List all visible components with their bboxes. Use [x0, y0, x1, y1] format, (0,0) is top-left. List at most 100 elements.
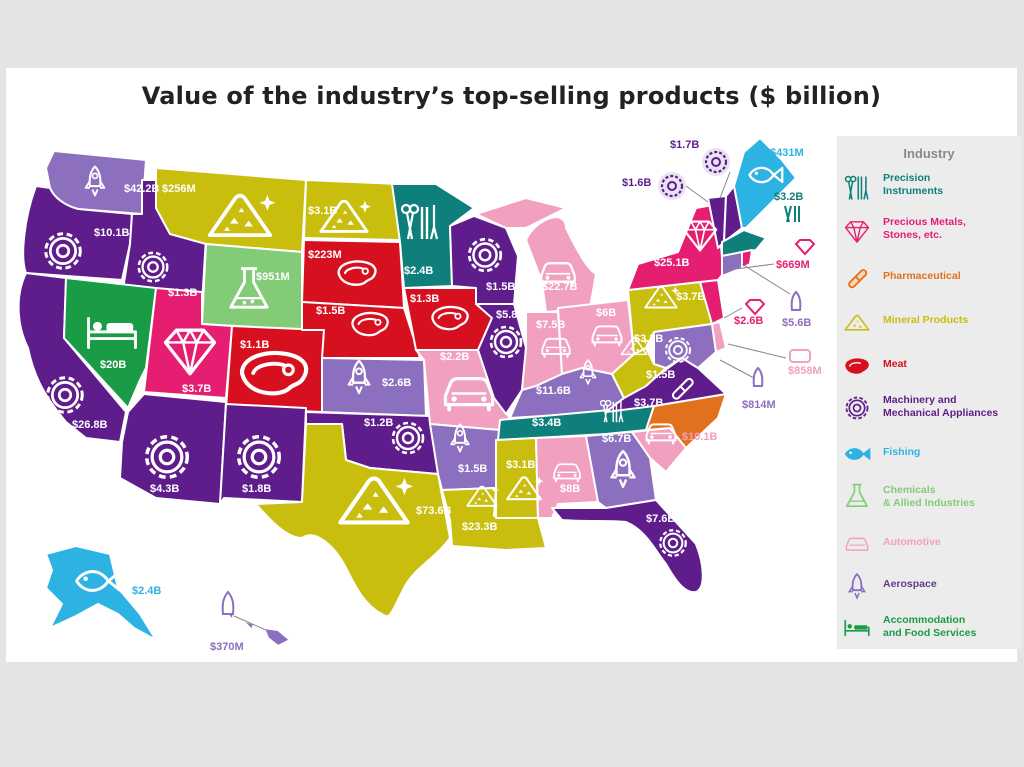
label-CO: $1.1B — [240, 339, 269, 351]
label-NE: $1.5B — [316, 305, 345, 317]
label-WI: $1.5B — [486, 281, 515, 293]
east-coast-callouts — [658, 148, 816, 387]
legend-label: and Food Services — [883, 627, 977, 639]
legend-label: Precious Metals, — [883, 216, 966, 228]
legend-label: Pharmaceutical — [883, 270, 961, 282]
label-AR: $1.5B — [458, 463, 487, 475]
legend-item-chemicals: Chemicals & Allied Industries — [837, 480, 1021, 520]
legend-label: Chemicals — [883, 484, 936, 496]
state-AK — [45, 545, 157, 641]
state-DE — [711, 321, 727, 353]
label-SC: $10.1B — [682, 431, 718, 443]
label-NM: $1.8B — [242, 483, 271, 495]
state-FL — [551, 499, 704, 594]
label-ME: $431M — [770, 147, 804, 159]
legend-panel: Industry Precision Instruments Precious M… — [837, 136, 1021, 649]
label-WV: $3.3B — [634, 333, 663, 345]
mineral-pile-icon — [844, 314, 870, 331]
label-MO: $2.2B — [440, 351, 469, 363]
legend-item-precious: Precious Metals, Stones, etc. — [837, 216, 1021, 256]
label-NJ: $2.6B — [734, 315, 763, 327]
surgical-tools-icon — [844, 175, 869, 200]
label-MA: $3.2B — [774, 191, 803, 203]
car-icon — [845, 537, 869, 551]
label-MN: $2.4B — [404, 265, 433, 277]
flask-icon — [845, 483, 869, 508]
label-SD: $223M — [308, 249, 342, 261]
label-VA: $1.5B — [646, 369, 675, 381]
label-NC: $3.7B — [634, 397, 663, 409]
legend-item-aerospace: Aerospace — [837, 570, 1021, 610]
state-CA — [17, 272, 127, 443]
legend-item-machinery: Machinery and Mechanical Appliances — [837, 392, 1021, 432]
label-VT: $1.6B — [622, 177, 651, 189]
label-AZ: $4.3B — [150, 483, 179, 495]
legend-item-mineral: Mineral Products — [837, 306, 1021, 346]
label-NY: $25.1B — [654, 257, 690, 269]
us-map: $42.2B $10.1B $1.3B $256M $951M $26.8B $… — [17, 137, 822, 653]
label-UT: $3.7B — [182, 383, 211, 395]
gear-icon — [845, 396, 869, 420]
label-FL: $7.6B — [646, 513, 675, 525]
legend-label: Mineral Products — [883, 314, 969, 326]
legend-label: Meat — [883, 358, 907, 370]
label-TN: $3.4B — [532, 417, 561, 429]
label-MD: $814M — [742, 399, 776, 411]
state-CT — [721, 251, 743, 277]
legend-item-precision: Precision Instruments — [837, 172, 1021, 212]
label-MT: $256M — [162, 183, 196, 195]
bed-icon — [844, 619, 870, 637]
label-AL: $8B — [560, 483, 580, 495]
state-IL — [475, 303, 527, 415]
legend-item-meat: Meat — [837, 350, 1021, 390]
label-AK: $2.4B — [132, 585, 161, 597]
rocket-callout-ct — [790, 290, 802, 311]
infographic-slide: Value of the industry’s top-selling prod… — [6, 68, 1021, 662]
state-TX — [255, 423, 451, 618]
rocket-icon — [221, 590, 235, 615]
state-MS — [495, 437, 539, 519]
label-DE: $858M — [788, 365, 822, 377]
legend-label: Accommodation — [883, 614, 966, 626]
label-CA: $26.8B — [72, 419, 108, 431]
map-title: Value of the industry’s top-selling prod… — [141, 82, 882, 110]
label-CT: $5.6B — [782, 317, 811, 329]
label-MS: $3.1B — [506, 459, 535, 471]
state-WY — [201, 243, 303, 331]
label-RI: $669M — [776, 259, 810, 271]
label-OK: $1.2B — [364, 417, 393, 429]
legend-item-accommodation: Accommodation and Food Services — [837, 612, 1021, 652]
label-NV: $20B — [100, 359, 126, 371]
label-WY: $951M — [256, 271, 290, 283]
state-RI — [741, 249, 753, 269]
label-OR: $10.1B — [94, 227, 130, 239]
legend-label: Automotive — [883, 536, 941, 548]
label-NH: $1.7B — [670, 139, 699, 151]
state-MI — [475, 197, 597, 313]
label-IN: $7.5B — [536, 319, 565, 331]
diamond-icon — [844, 221, 870, 243]
legend-label: Fishing — [883, 446, 921, 458]
state-labels: $42.2B $10.1B $1.3B $256M $951M $26.8B $… — [72, 139, 822, 653]
label-ID: $1.3B — [168, 287, 197, 299]
state-NM — [219, 403, 307, 505]
label-MI: $22.7B — [542, 281, 578, 293]
label-IA: $1.3B — [410, 293, 439, 305]
label-ND: $3.1B — [308, 205, 337, 217]
legend-label: Aerospace — [883, 578, 937, 590]
label-OH: $6B — [596, 307, 616, 319]
state-MA — [721, 229, 767, 257]
label-KY: $11.6B — [536, 385, 571, 397]
label-KS: $2.6B — [382, 377, 411, 389]
legend-title: Industry — [903, 146, 955, 161]
label-PA: $3.7B — [676, 291, 705, 303]
steak-icon — [845, 358, 869, 374]
legend-label: Instruments — [883, 185, 944, 197]
pill-icon — [848, 269, 868, 289]
legend-item-fishing: Fishing — [837, 438, 1021, 478]
legend-label: Precision — [883, 172, 931, 184]
label-GA: $6.7B — [602, 433, 631, 445]
label-TX: $73.6B — [416, 505, 452, 517]
legend-label: Mechanical Appliances — [883, 407, 999, 419]
state-ME — [733, 137, 797, 229]
